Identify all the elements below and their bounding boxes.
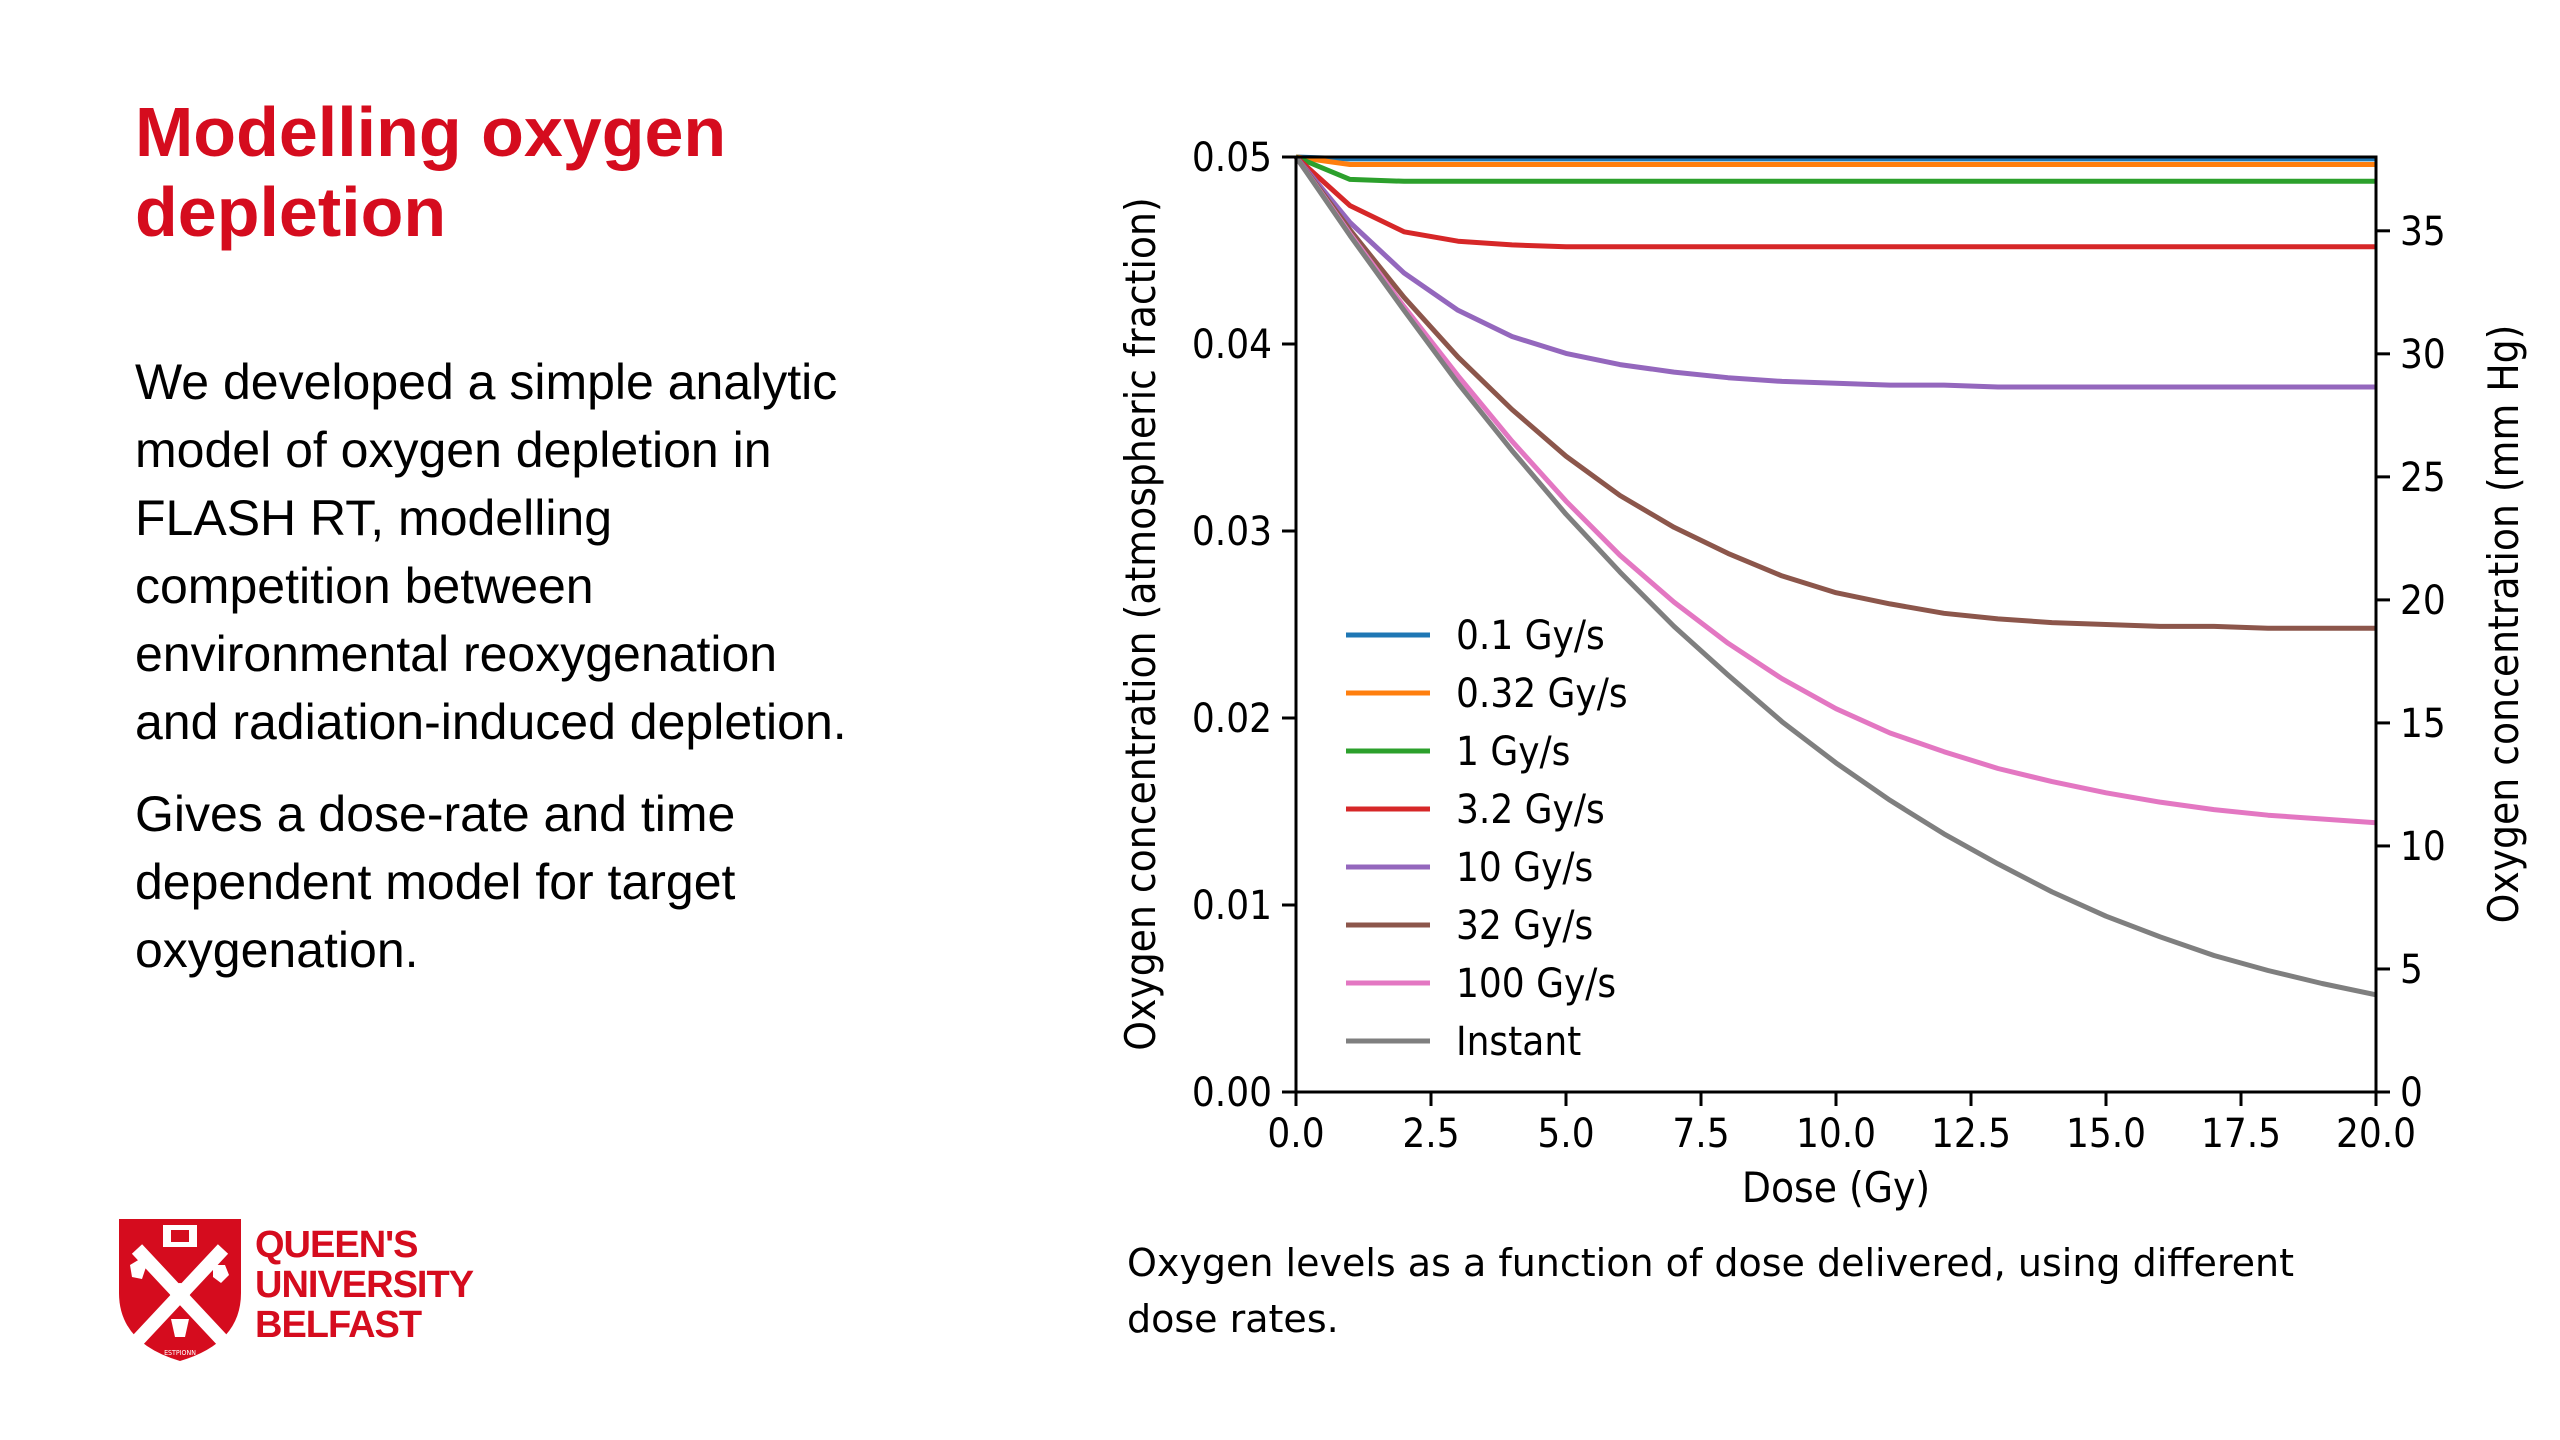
y-tick-label: 0.05 — [1192, 135, 1272, 181]
slide-title-line-1: Modelling oxygen — [135, 93, 727, 171]
description-line: FLASH RT, modelling — [135, 490, 613, 546]
x-tick-label: 7.5 — [1672, 1111, 1729, 1157]
x-axis-ticks: 0.0 2.5 5.0 7.5 10.0 12.5 15.0 17.5 20.0 — [1267, 1092, 2416, 1157]
y2-tick-label: 30 — [2400, 332, 2446, 378]
legend-label: 0.1 Gy/s — [1456, 613, 1605, 659]
x-tick-label: 2.5 — [1402, 1111, 1459, 1157]
y2-tick-label: 35 — [2400, 209, 2446, 255]
chart-caption: Oxygen levels as a function of dose deli… — [1127, 1235, 2427, 1347]
logo-motto: ESTPIONN — [164, 1349, 196, 1357]
series-line — [1293, 155, 2377, 998]
series-line — [1293, 155, 2377, 826]
x-axis-label: Dose (Gy) — [1742, 1163, 1930, 1212]
summary-paragraph: Gives a dose-rate and time dependent mod… — [135, 780, 995, 984]
y2-tick-label: 0 — [2400, 1070, 2423, 1116]
series-line — [1294, 155, 2376, 250]
y-tick-label: 0.00 — [1192, 1070, 1272, 1116]
x-tick-label: 5.0 — [1537, 1111, 1594, 1157]
legend-label: Instant — [1456, 1019, 1581, 1065]
university-name-line: UNIVERSITY — [255, 1264, 474, 1306]
series-line — [1294, 155, 2376, 390]
legend-label: 10 Gy/s — [1456, 845, 1593, 891]
legend-label: 32 Gy/s — [1456, 903, 1593, 949]
shield-icon: ESTPIONN — [119, 1219, 241, 1361]
y2-tick-label: 15 — [2400, 701, 2446, 747]
legend-label: 0.32 Gy/s — [1456, 671, 1628, 717]
series-line — [1295, 154, 2376, 167]
chart-curves — [1293, 154, 2377, 998]
university-name-line: BELFAST — [255, 1304, 422, 1346]
y-axis-label: Oxygen concentration (atmospheric fracti… — [1116, 197, 1165, 1051]
summary-line: oxygenation. — [135, 922, 419, 978]
slide-title: Modelling oxygen depletion — [135, 92, 955, 252]
summary-line: Gives a dose-rate and time — [135, 786, 736, 842]
caption-line: dose rates. — [1127, 1297, 1339, 1341]
x-tick-label: 20.0 — [2336, 1111, 2416, 1157]
legend-label: 3.2 Gy/s — [1456, 787, 1605, 833]
y2-axis-label: Oxygen concentration (mm Hg) — [2479, 325, 2528, 924]
description-line: and radiation-induced depletion. — [135, 694, 847, 750]
legend-label: 1 Gy/s — [1456, 729, 1570, 775]
series-line — [1293, 155, 2376, 631]
y2-axis-ticks: 0 5 10 15 20 25 30 35 — [2376, 209, 2446, 1116]
university-logo: ESTPIONN QUEEN'S UNIVERSITY BELFAST — [115, 1215, 515, 1375]
summary-line: dependent model for target — [135, 854, 736, 910]
y-tick-label: 0.01 — [1192, 883, 1272, 929]
y-axis-ticks: 0.00 0.01 0.02 0.03 0.04 0.05 — [1192, 135, 1296, 1116]
y-tick-label: 0.02 — [1192, 696, 1272, 742]
legend-label: 100 Gy/s — [1456, 961, 1616, 1007]
y2-tick-label: 5 — [2400, 947, 2423, 993]
description-line: competition between — [135, 558, 594, 614]
x-tick-label: 12.5 — [1931, 1111, 2011, 1157]
y2-tick-label: 10 — [2400, 824, 2446, 870]
university-name-line: QUEEN'S — [255, 1224, 419, 1266]
description-paragraph: We developed a simple analytic model of … — [135, 348, 995, 756]
oxygen-depletion-chart: 0.0 2.5 5.0 7.5 10.0 12.5 15.0 17.5 20.0 0.000.0… — [1116, 135, 2528, 1212]
y-tick-label: 0.03 — [1192, 509, 1272, 555]
x-tick-label: 17.5 — [2201, 1111, 2281, 1157]
y2-tick-label: 20 — [2400, 578, 2446, 624]
description-line: model of oxygen depletion in — [135, 422, 772, 478]
university-name: QUEEN'S UNIVERSITY BELFAST — [255, 1224, 474, 1346]
y2-tick-label: 25 — [2400, 455, 2446, 501]
description-line: We developed a simple analytic — [135, 354, 838, 410]
chart-legend: 0.1 Gy/s 0.32 Gy/s 1 Gy/s 3.2 Gy/s 10 Gy/s 32… — [1346, 613, 1628, 1065]
y-tick-label: 0.04 — [1192, 322, 1272, 368]
x-tick-label: 15.0 — [2066, 1111, 2146, 1157]
slide-title-line-2: depletion — [135, 173, 447, 251]
description-line: environmental reoxygenation — [135, 626, 778, 682]
x-tick-label: 10.0 — [1796, 1111, 1876, 1157]
x-tick-label: 0.0 — [1267, 1111, 1324, 1157]
series-line — [1295, 154, 2376, 184]
series-line — [1295, 154, 2376, 162]
caption-line: Oxygen levels as a function of dose deli… — [1127, 1241, 2294, 1285]
